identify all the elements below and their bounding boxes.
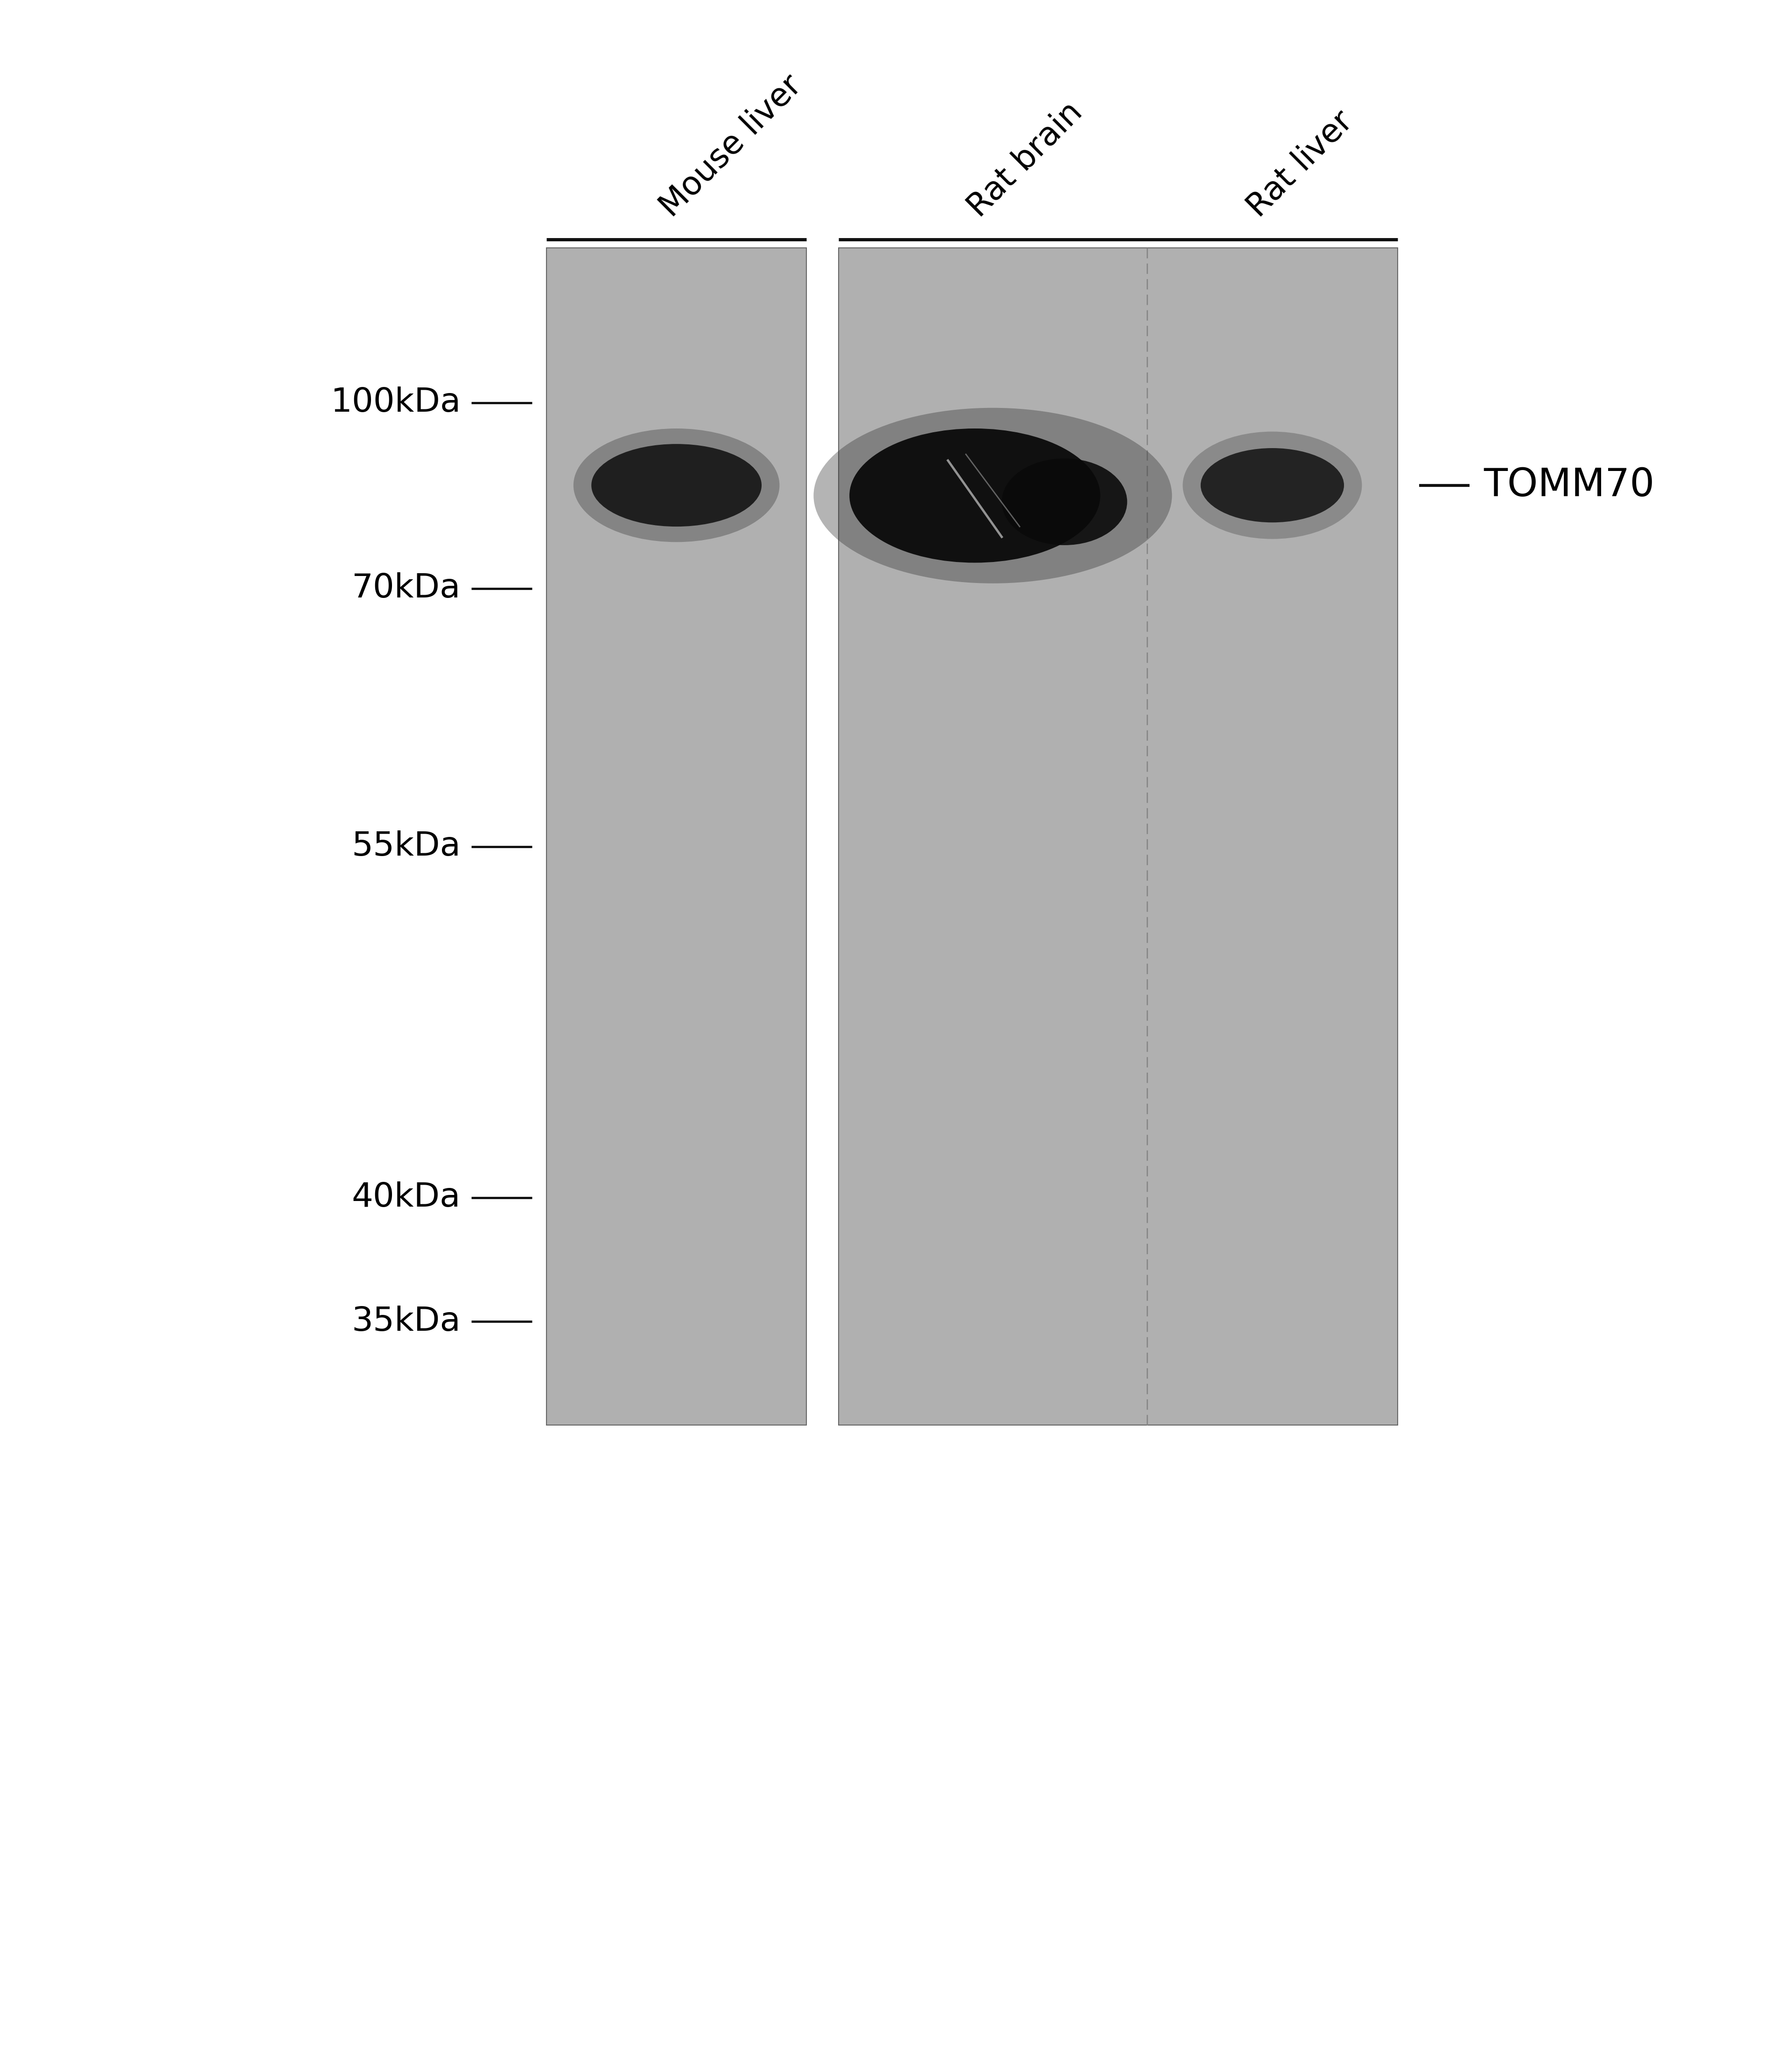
Text: Rat liver: Rat liver	[1242, 105, 1358, 223]
Text: Mouse liver: Mouse liver	[654, 70, 808, 223]
Ellipse shape	[849, 427, 1100, 562]
Text: 40kDa: 40kDa	[351, 1181, 461, 1214]
Text: TOMM70: TOMM70	[1484, 467, 1654, 504]
Bar	[547, 248, 806, 1425]
Text: 35kDa: 35kDa	[351, 1305, 461, 1338]
Ellipse shape	[591, 444, 762, 527]
Ellipse shape	[573, 427, 780, 541]
Ellipse shape	[1183, 432, 1362, 539]
Ellipse shape	[1201, 448, 1344, 522]
Ellipse shape	[814, 409, 1172, 582]
Bar	[839, 248, 1398, 1425]
Text: 70kDa: 70kDa	[351, 572, 461, 605]
Text: 100kDa: 100kDa	[330, 386, 461, 419]
Text: 55kDa: 55kDa	[351, 830, 461, 863]
Text: Rat brain: Rat brain	[962, 97, 1088, 223]
Ellipse shape	[1002, 458, 1127, 545]
